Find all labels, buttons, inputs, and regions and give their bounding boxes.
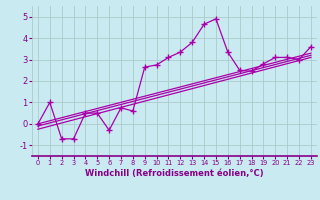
X-axis label: Windchill (Refroidissement éolien,°C): Windchill (Refroidissement éolien,°C) xyxy=(85,169,264,178)
